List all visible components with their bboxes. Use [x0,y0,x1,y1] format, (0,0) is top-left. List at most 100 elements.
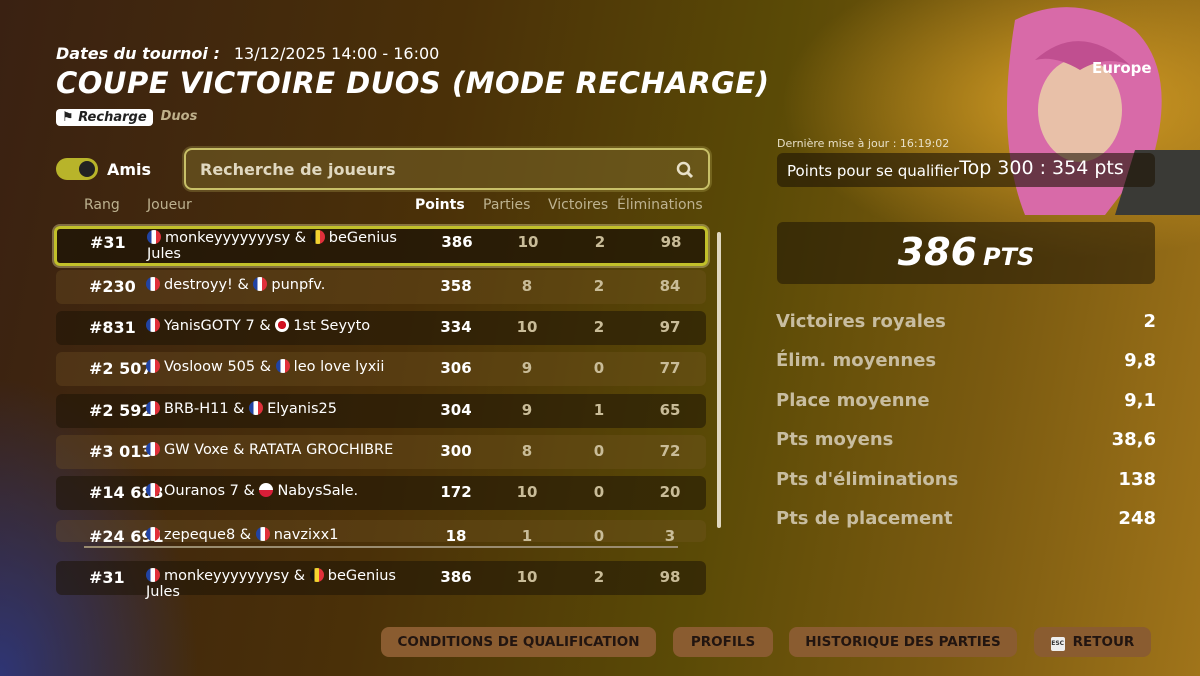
flag-icon [146,277,160,291]
tournament-tags: ⚑ Recharge Duos [56,109,197,126]
qualification-conditions-button[interactable]: CONDITIONS DE QUALIFICATION [381,627,656,657]
row-points: 334 [440,318,472,336]
player-1: Ouranos 7 [164,483,239,499]
row-points: 304 [440,401,472,419]
table-row[interactable]: #2 592 BRB-H11 & Elyanis25 304 9 1 65 [56,394,706,428]
table-row[interactable]: #24 691 zepeque8 & navzixx1 18 1 0 3 [56,520,706,542]
flag-icon [146,318,160,332]
player-1: zepeque8 [164,527,236,542]
dates-label: Dates du tournoi : [56,44,220,63]
player-1: BRB-H11 [164,401,229,417]
friends-label: Amis [107,160,152,179]
table-row[interactable]: #14 683 Ouranos 7 & NabysSale. 172 10 0 … [56,476,706,510]
row-rank: #31 [89,568,125,587]
region-label: Europe [1092,59,1152,77]
row-rank: #14 683 [89,483,164,502]
tournament-dates: Dates du tournoi : 13/12/2025 14:00 - 16:… [56,44,439,63]
back-label: RETOUR [1072,634,1135,650]
player-2: 1st Seyyto [293,318,371,334]
stat-row: Pts moyens 38,6 [776,429,1156,450]
player-2: Elyanis25 [267,401,337,417]
flag-icon [275,359,290,373]
col-games: Parties [483,197,531,213]
qualify-value: Top 300 : 354 pts [959,157,1124,179]
total-points: 386 PTS [777,222,1155,284]
row-elims: 77 [659,359,681,377]
row-points: 172 [440,483,472,501]
table-row[interactable]: #230 destroyy! & punpfv. 358 8 2 84 [56,270,706,304]
flag-icon [146,442,160,456]
row-rank: #2 507 [89,359,153,378]
row-points: 306 [440,359,472,377]
leaderboard-scrollbar[interactable] [717,232,721,528]
player-2: beGenius Jules [146,568,396,600]
esc-key-icon: ESC [1050,637,1065,651]
table-row[interactable]: #31 monkeyyyyyyysy & beGenius Jules 386 … [54,226,708,266]
row-games: 10 [517,233,539,251]
row-players: zepeque8 & navzixx1 [146,527,416,542]
player-1: YanisGOTY 7 [164,318,255,334]
flag-icon [275,318,290,332]
row-rank: #31 [90,233,126,252]
player-search-input[interactable]: Recherche de joueurs [184,148,710,190]
table-row[interactable]: #31 monkeyyyyyyysy & beGenius Jules 386 … [56,561,706,600]
col-rank: Rang [84,197,120,213]
row-players: destroyy! & punpfv. [146,277,416,293]
col-player: Joueur [147,197,192,213]
stat-value: 138 [1118,468,1156,490]
stat-row: Pts de placement 248 [776,508,1156,529]
player-1: GW Voxe [164,442,229,458]
table-row[interactable]: #3 013 GW Voxe & RATATA GROCHIBRE 300 8 … [56,435,706,469]
player-1: Vosloow 505 [164,359,256,375]
stat-label: Pts de placement [776,508,953,529]
player-2: RATATA GROCHIBRE [249,442,394,458]
flag-icon [253,277,268,291]
search-icon[interactable] [676,161,694,179]
stat-value: 248 [1118,508,1156,529]
flag-icon [146,527,160,541]
row-elims: 65 [659,401,681,419]
stat-label: Pts d'éliminations [776,468,959,490]
stat-value: 9,8 [1124,350,1156,372]
flag-icon [146,359,160,373]
player-2: beGenius Jules [147,230,397,262]
flag-icon [255,527,270,541]
flag-icon [310,230,325,244]
row-games: 9 [521,359,533,377]
row-elims: 20 [659,483,681,501]
row-players: BRB-H11 & Elyanis25 [146,401,416,417]
profiles-button[interactable]: PROFILS [673,627,773,657]
row-players: Ouranos 7 & NabysSale. [146,483,416,499]
bag-icon: ⚑ [62,110,79,125]
row-games: 10 [516,483,538,501]
last-update: Dernière mise à jour : 16:19:02 [777,137,950,150]
back-button[interactable]: ESC RETOUR [1034,627,1151,657]
friends-toggle[interactable] [56,158,98,180]
stat-value: 9,1 [1124,389,1156,411]
table-row[interactable]: #831 YanisGOTY 7 & 1st Seyyto 334 10 2 9… [56,311,706,345]
row-elims: 98 [660,233,682,251]
match-history-button[interactable]: HISTORIQUE DES PARTIES [789,627,1017,657]
flag-icon [249,401,264,415]
flag-icon [146,401,160,415]
row-points: 300 [440,442,472,460]
flag-icon [309,568,324,582]
row-rank: #831 [89,318,136,337]
row-wins: 1 [593,401,605,419]
row-rank: #24 691 [89,527,164,542]
row-games: 10 [516,318,538,336]
row-rank: #230 [89,277,136,296]
stat-row: Pts d'éliminations 138 [776,469,1156,490]
row-elims: 72 [659,442,681,460]
player-2: leo love lyxii [293,359,385,375]
stat-label: Élim. moyennes [776,350,937,372]
row-elims: 98 [659,568,681,586]
row-wins: 0 [593,442,605,460]
table-row[interactable]: #2 507 Vosloow 505 & leo love lyxii 306 … [56,352,706,386]
stat-label: Pts moyens [776,429,894,451]
player-2: navzixx1 [273,527,339,542]
row-players: GW Voxe & RATATA GROCHIBRE [146,442,416,458]
row-points: 18 [445,527,467,542]
row-games: 8 [521,442,533,460]
stat-row: Place moyenne 9,1 [776,390,1156,411]
